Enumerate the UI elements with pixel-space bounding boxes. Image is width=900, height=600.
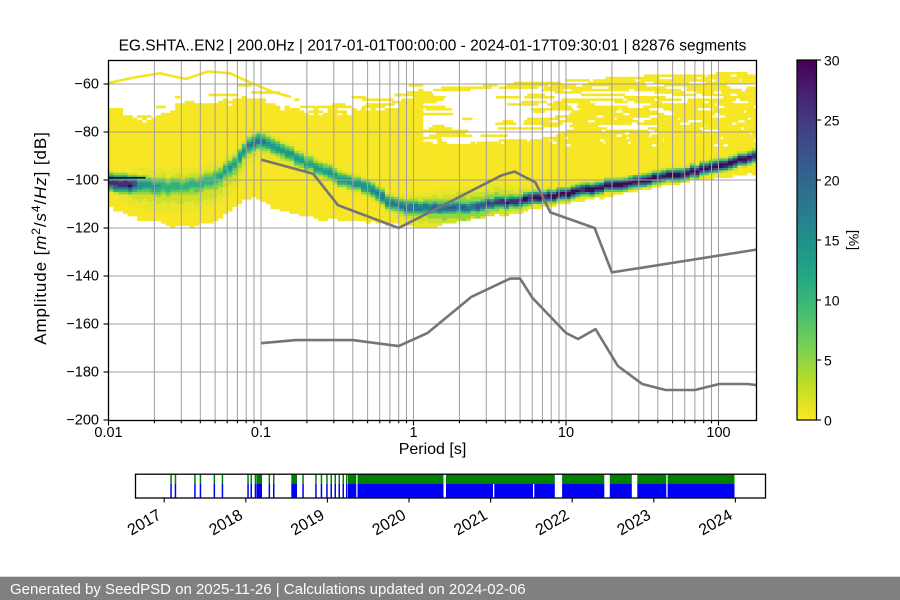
svg-text:Generated by SeedPSD on 2025-1: Generated by SeedPSD on 2025-11-26 | Cal… bbox=[10, 581, 526, 598]
svg-text:−160: −160 bbox=[66, 317, 99, 333]
svg-text:−100: −100 bbox=[66, 173, 99, 189]
svg-text:−120: −120 bbox=[66, 221, 99, 237]
svg-text:−180: −180 bbox=[66, 365, 99, 381]
svg-text:1: 1 bbox=[409, 425, 417, 441]
svg-text:Period [s]: Period [s] bbox=[399, 441, 467, 458]
svg-text:5: 5 bbox=[824, 353, 832, 369]
svg-text:−140: −140 bbox=[66, 269, 99, 285]
svg-text:25: 25 bbox=[824, 113, 840, 129]
svg-text:−60: −60 bbox=[74, 77, 99, 93]
svg-text:10: 10 bbox=[824, 293, 840, 309]
svg-text:0: 0 bbox=[824, 413, 832, 429]
svg-text:15: 15 bbox=[824, 233, 840, 249]
svg-text:10: 10 bbox=[558, 425, 574, 441]
svg-text:30: 30 bbox=[824, 53, 840, 69]
svg-text:EG.SHTA..EN2 | 200.0Hz | 2017-: EG.SHTA..EN2 | 200.0Hz | 2017-01-01T00:0… bbox=[119, 38, 747, 55]
svg-text:0.1: 0.1 bbox=[251, 425, 271, 441]
svg-text:0.01: 0.01 bbox=[94, 425, 122, 441]
svg-text:Amplitude [m2/s4/Hz] [dB]: Amplitude [m2/s4/Hz] [dB] bbox=[29, 131, 50, 345]
svg-text:−80: −80 bbox=[74, 125, 99, 141]
svg-text:20: 20 bbox=[824, 173, 840, 189]
svg-text:−200: −200 bbox=[66, 413, 99, 429]
svg-text:100: 100 bbox=[706, 425, 730, 441]
svg-text:[%]: [%] bbox=[846, 230, 862, 250]
